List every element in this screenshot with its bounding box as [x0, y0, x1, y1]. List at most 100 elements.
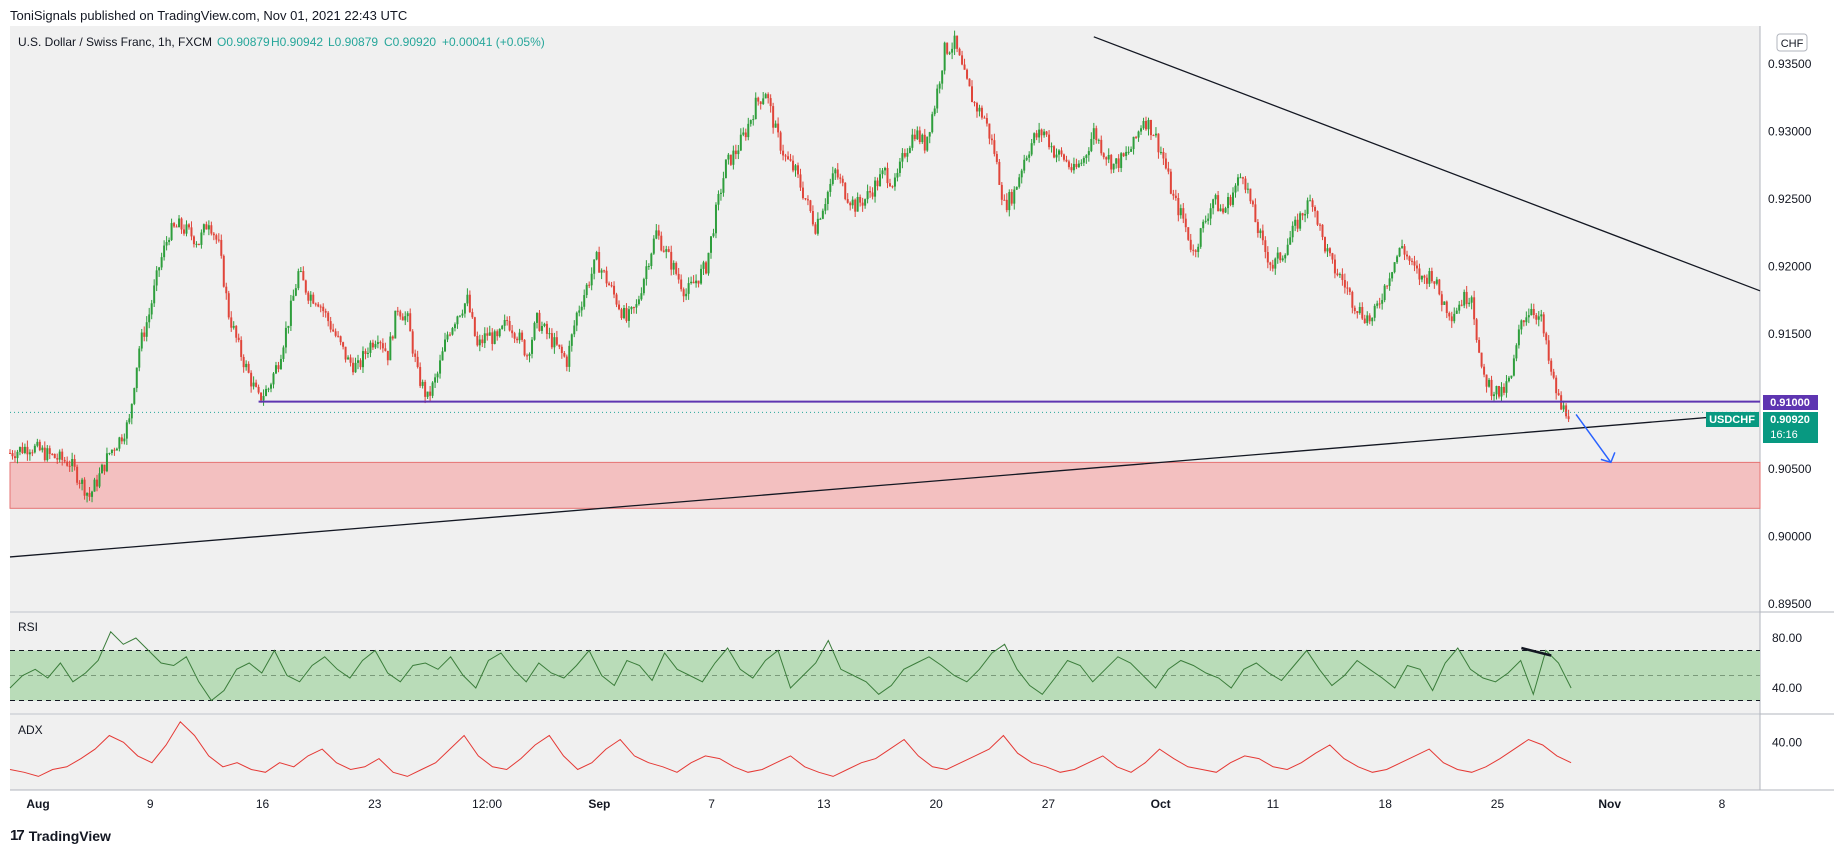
candle-body	[1060, 150, 1063, 155]
candle-body	[1127, 151, 1130, 153]
candle-body	[1067, 161, 1070, 168]
candle-body	[476, 336, 479, 346]
candle-body	[46, 448, 49, 461]
ohlc-change: +0.00041 (+0.05%)	[442, 35, 545, 49]
candle-body	[153, 285, 156, 304]
candle-body	[1314, 207, 1317, 212]
candle-body	[1408, 256, 1411, 261]
candle-body	[1048, 134, 1051, 148]
candle-body	[1490, 379, 1493, 397]
candle-body	[540, 325, 543, 331]
candle-body	[1460, 304, 1463, 306]
candle-body	[1132, 136, 1135, 150]
candle-body	[744, 132, 747, 138]
candle-body	[774, 123, 777, 128]
candle-body	[1261, 230, 1264, 241]
candle-body	[787, 156, 790, 160]
candle-body	[1087, 151, 1090, 156]
candle-body	[1351, 291, 1354, 308]
candle-body	[100, 464, 103, 474]
candle-body	[951, 48, 954, 53]
candle-body	[339, 336, 342, 343]
candle-body	[1033, 133, 1036, 144]
candle-body	[294, 288, 297, 296]
candle-body	[1483, 366, 1486, 375]
candle-body	[1393, 262, 1396, 273]
candle-body	[613, 285, 616, 295]
candle-body	[1055, 154, 1058, 158]
candle-body	[1053, 146, 1056, 158]
candle-body	[1100, 139, 1103, 154]
candle-body	[1433, 281, 1436, 284]
candle-body	[752, 119, 755, 121]
candle-body	[851, 199, 854, 206]
candle-body	[911, 134, 914, 148]
candle-body	[513, 333, 516, 339]
candle-body	[1224, 208, 1227, 213]
candle-body	[458, 315, 461, 317]
candle-body	[968, 78, 971, 87]
candle-body	[120, 437, 123, 442]
candle-body	[816, 218, 819, 234]
candle-body	[220, 239, 223, 256]
candle-body	[105, 453, 108, 472]
candle-body	[1535, 315, 1538, 320]
candle-body	[1398, 247, 1401, 257]
candle-body	[642, 279, 645, 294]
candle-body	[202, 224, 205, 233]
candle-body	[483, 333, 486, 344]
candle-body	[135, 367, 138, 389]
currency-button[interactable]	[1776, 33, 1808, 52]
candle-body	[1545, 333, 1548, 341]
candle-body	[528, 353, 531, 356]
candle-body	[1537, 316, 1540, 320]
drawings[interactable]	[9, 36, 1761, 558]
candle-body	[1520, 320, 1523, 330]
candle-body	[1264, 240, 1267, 252]
candle-body	[81, 479, 84, 484]
candle-body	[255, 382, 258, 387]
candle-body	[933, 108, 936, 115]
candle-body	[1321, 224, 1324, 238]
candle-body	[48, 448, 51, 454]
candle-body	[242, 356, 245, 368]
candle-body	[1567, 416, 1570, 420]
tradingview-brand[interactable]: 17 TradingView	[10, 827, 111, 844]
candle-body	[879, 174, 882, 187]
candle-body	[1135, 136, 1138, 138]
x-tick-label: 27	[1042, 797, 1056, 811]
candle-body	[690, 281, 693, 284]
candle-body	[1112, 163, 1115, 170]
candle-body	[724, 159, 727, 179]
candle-body	[43, 447, 46, 461]
candle-body	[1095, 128, 1098, 141]
candle-body	[702, 262, 705, 269]
candle-body	[580, 306, 583, 311]
candle-body	[150, 303, 153, 315]
candle-body	[1319, 224, 1322, 226]
candle-body	[51, 453, 54, 455]
candle-body	[138, 348, 141, 368]
candle-body	[739, 134, 742, 151]
candle-body	[416, 356, 419, 367]
candle-body	[361, 351, 364, 368]
candle-body	[235, 325, 238, 338]
candle-body	[806, 199, 809, 201]
candle-body	[588, 284, 591, 286]
candle-body	[1502, 386, 1505, 393]
candle-body	[1266, 251, 1269, 263]
candle-body	[1159, 151, 1162, 153]
symbol-title: U.S. Dollar / Swiss Franc, 1h, FXCM	[18, 35, 212, 49]
candle-body	[13, 456, 16, 459]
candle-body	[1023, 159, 1026, 171]
candle-body	[662, 250, 665, 252]
candle-body	[849, 202, 852, 206]
ohlc-high: H0.90942	[271, 35, 323, 49]
candle-body	[431, 382, 434, 396]
candle-body	[123, 438, 126, 442]
candle-body	[1000, 184, 1003, 200]
candle-body	[1316, 211, 1319, 225]
candle-body	[570, 334, 573, 346]
candle-body	[18, 446, 21, 452]
